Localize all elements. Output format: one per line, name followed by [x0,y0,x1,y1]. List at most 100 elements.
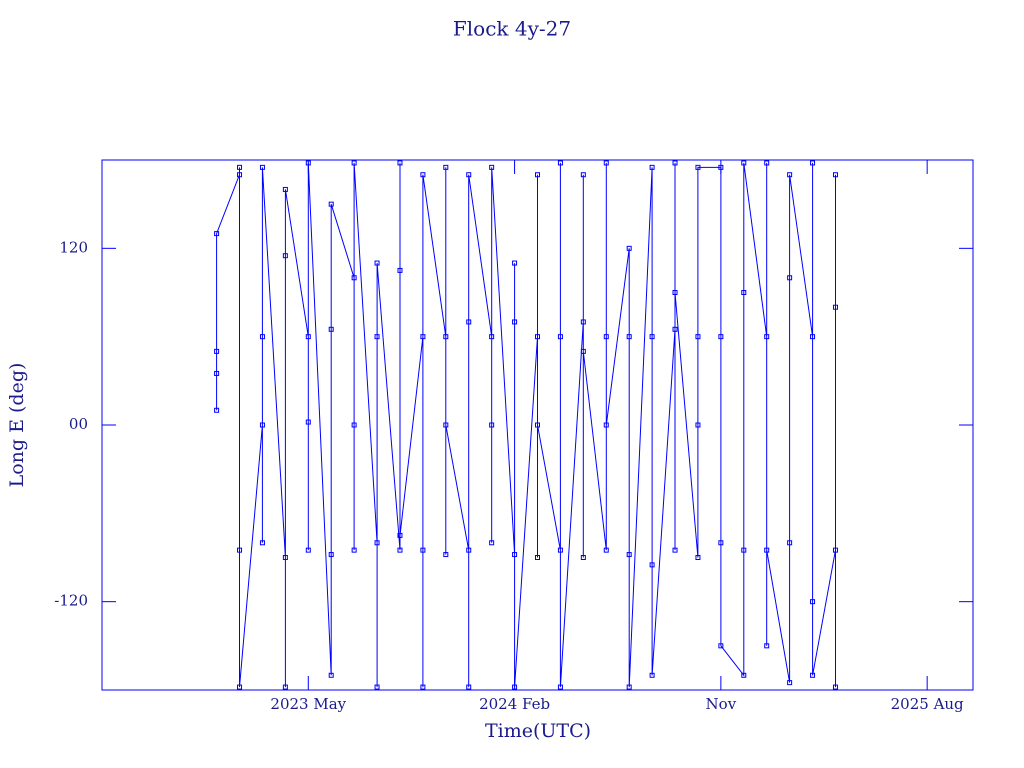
data-point [810,160,816,166]
x-axis-label: Time(UTC) [485,720,591,742]
data-point [649,164,655,170]
data-point [626,552,632,558]
data-point [328,672,334,678]
data-point [649,562,655,568]
data-point [672,547,678,553]
data-point [832,172,838,178]
data-point [512,684,518,690]
data-point [237,172,243,178]
data-point [741,160,747,166]
data-point [214,407,220,413]
data-point [695,422,701,428]
data-point [603,334,609,340]
data-point [787,540,793,546]
data-point [695,555,701,560]
data-point [535,555,540,560]
data-point [810,672,816,678]
data-point [397,267,403,273]
y-tick-label: 00 [69,415,88,433]
x-tick-label: 2023 May [270,695,346,713]
x-tick-label: Nov [706,695,737,713]
data-point [305,419,311,425]
data-point [718,334,724,340]
data-point [764,643,770,649]
data-point [832,547,838,553]
data-point [443,164,449,170]
data-point [810,599,816,605]
plot-frame [101,159,974,691]
data-point [443,422,449,428]
data-point [374,540,380,546]
data-point [328,201,334,207]
data-point [787,680,793,686]
data-point [305,160,311,166]
data-point [741,290,747,295]
data-point [764,160,770,166]
data-point [580,319,586,325]
data-point [649,334,655,340]
data-point [282,684,288,690]
data-point [237,164,243,170]
data-point [374,334,380,340]
data-point [466,547,472,553]
data-point [603,160,609,166]
data-point [672,160,678,166]
data-point [420,547,426,553]
data-point [787,275,793,281]
data-point [741,547,747,553]
data-point [764,334,770,340]
data-point [580,348,586,354]
data-point [282,186,288,192]
y-tick-label: -120 [54,592,88,610]
data-point [443,552,449,558]
data-point [351,547,357,553]
data-point [626,245,632,251]
data-point [718,643,724,649]
data-point [626,334,632,340]
data-point [832,304,838,310]
data-point [764,547,770,553]
data-point [259,422,265,428]
data-point [466,684,472,690]
data-point [535,172,540,178]
data-point [214,231,220,237]
data-point [420,172,426,178]
data-point [695,164,701,170]
data-point [305,334,311,340]
data-point [466,172,472,178]
data-point [420,684,426,690]
data-point [672,290,678,295]
data-point [512,260,518,266]
data-point [626,684,632,690]
data-point [397,532,403,538]
data-point [351,422,357,428]
data-point [328,326,334,332]
data-point [237,547,243,553]
data-point [466,319,472,325]
data-point [557,547,563,553]
data-point [351,160,357,166]
data-point [672,326,678,332]
data-point [649,672,655,678]
data-point [557,684,563,690]
data-point [580,555,586,560]
data-point [535,334,540,340]
x-tick-label: 2025 Aug [891,695,964,713]
data-point [787,172,793,178]
data-point [535,422,540,428]
data-point [214,370,220,376]
data-point [397,160,403,166]
data-line [216,162,836,688]
data-point [397,547,403,553]
data-point [259,334,265,340]
data-point [695,334,701,340]
data-point [214,348,220,354]
data-point [351,275,357,281]
x-tick-label: 2024 Feb [479,695,550,713]
data-point [718,540,724,546]
data-point [237,684,243,690]
data-point [282,555,288,560]
data-point [741,672,747,678]
